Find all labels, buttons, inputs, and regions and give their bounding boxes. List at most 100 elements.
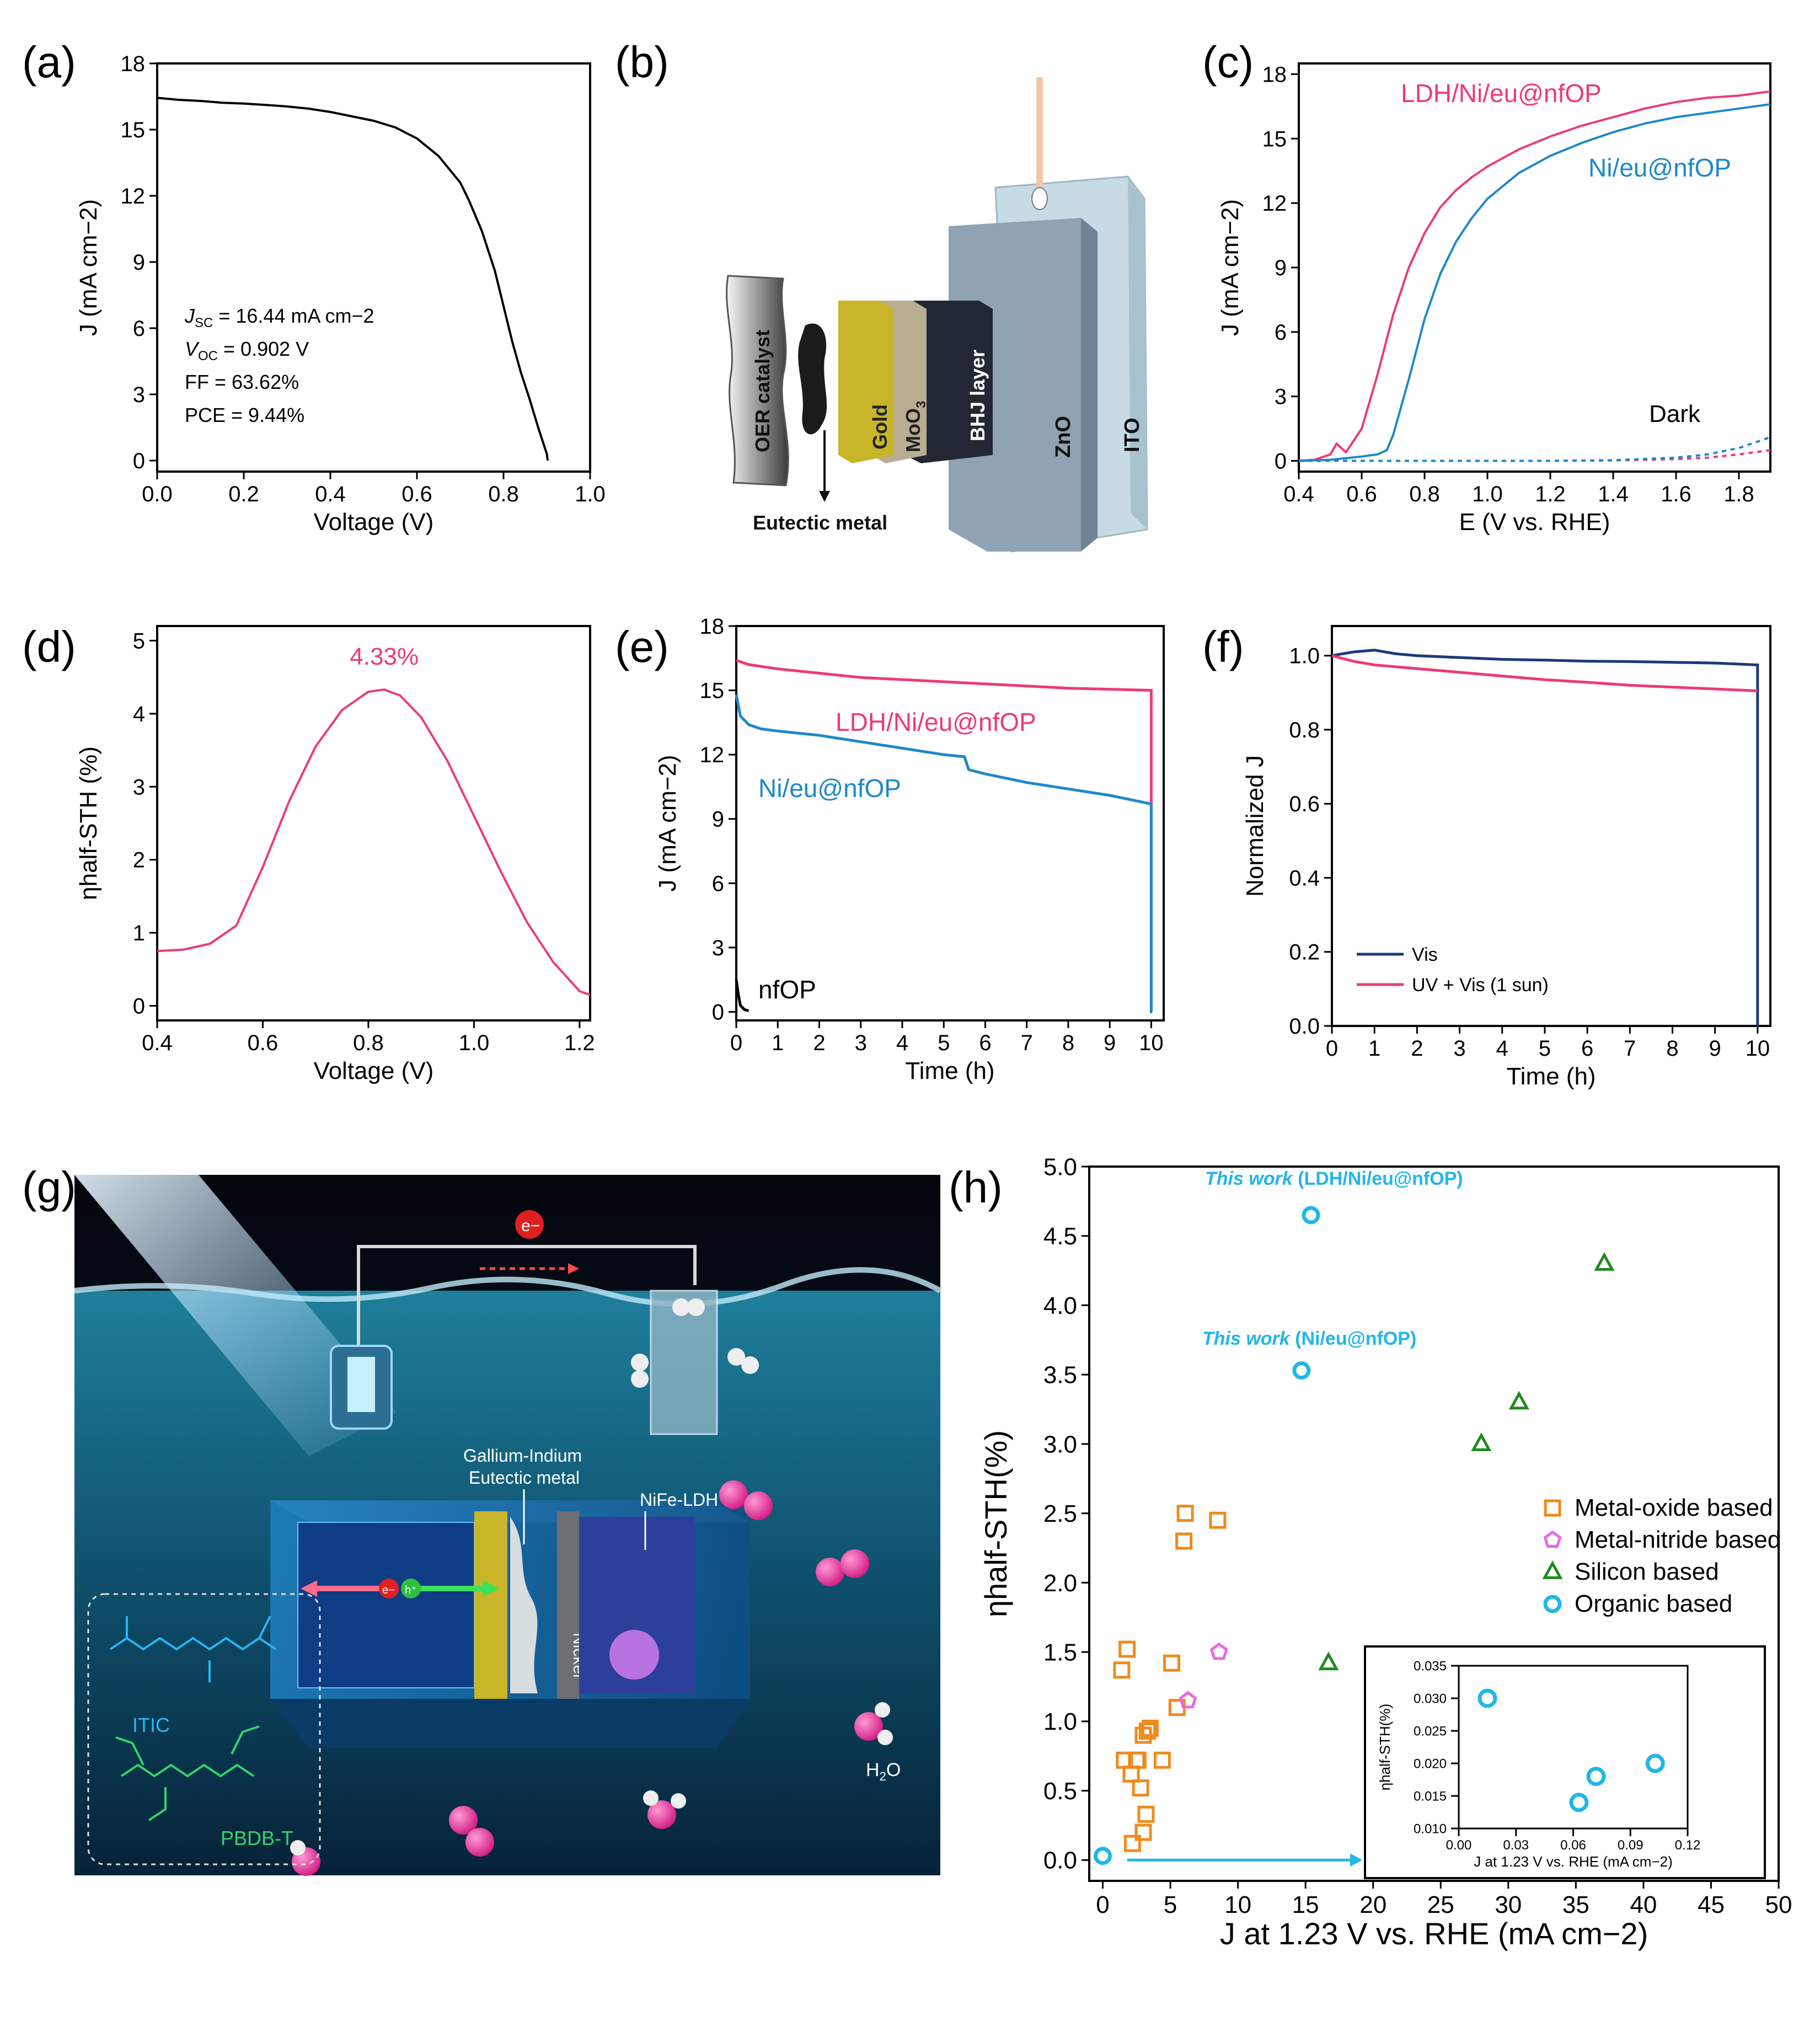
legend-label: Organic based: [1575, 1590, 1732, 1617]
panel-label-f: (f): [1202, 622, 1244, 671]
x-tick-label: 0.6: [402, 482, 432, 506]
x-tick-label: 10: [1139, 1031, 1164, 1055]
efficiency-curve: [157, 688, 591, 996]
chart-f: 0 1 2 3 4 5 6 7 8 9 10 0.0 0.2 0.4 0.6 0.8 1.0 Time (h) No…: [1241, 625, 1771, 1090]
axes-frame: [1088, 1165, 1780, 1882]
x-tick-label: 50: [1765, 1891, 1792, 1918]
x-tick-label: 0.8: [353, 1031, 384, 1055]
y-tick-label: 15: [1262, 127, 1287, 151]
y-tick-label: 0.010: [1414, 1821, 1447, 1836]
x-tick-label: 0.4: [315, 482, 346, 506]
y-tick-label: 3: [712, 936, 724, 960]
point-square: [1209, 1511, 1227, 1529]
y-tick-label: 12: [1262, 191, 1287, 216]
point-square: [1132, 1779, 1149, 1797]
point-square: [1153, 1751, 1171, 1769]
x-tick-label: 2: [813, 1031, 825, 1055]
y-tick-label: 12: [121, 184, 146, 208]
x-tick-label: 3: [1453, 1036, 1465, 1061]
y-tick-label: 0.025: [1414, 1724, 1447, 1739]
x-tick-label: 1.0: [575, 482, 606, 506]
x-tick-label: 0.6: [248, 1031, 279, 1055]
point-square: [1175, 1532, 1193, 1550]
y-tick-label: 0.015: [1414, 1789, 1447, 1804]
y-tick-label: 1.0: [1289, 644, 1320, 669]
x-tick-label: 10: [1746, 1036, 1770, 1061]
charge-arrow-right-head: [483, 1580, 499, 1597]
x-tick-label: 0.6: [1346, 482, 1377, 506]
legend-label: Metal-oxide based: [1575, 1494, 1773, 1521]
y-tick-label: 9: [133, 250, 145, 275]
h2o-molecule: [290, 1840, 320, 1876]
x-tick-label: 8: [1062, 1031, 1074, 1055]
x-tick-label: 6: [979, 1031, 991, 1055]
y-tick-label: 0: [133, 449, 145, 473]
y-tick-label: 0.035: [1414, 1659, 1447, 1673]
x-axis-label: E (V vs. RHE): [1459, 509, 1610, 536]
h2o-molecule: [854, 1702, 893, 1745]
x-tick-label: 0.8: [488, 482, 519, 506]
x-tick-label: 10: [1224, 1891, 1251, 1918]
y-tick-label: 4.0: [1043, 1292, 1077, 1319]
gallium-label-1: Gallium-Indium: [463, 1446, 582, 1466]
point-square: [1123, 1835, 1141, 1852]
y-axis-label: J (mA cm−2): [654, 755, 681, 891]
y-axis-label: J (mA cm−2): [1217, 199, 1244, 336]
y-tick-label: 2.5: [1043, 1500, 1077, 1527]
y-tick-label: 0.2: [1289, 940, 1320, 965]
bhj-label: BHJ layer: [966, 350, 989, 441]
oer-catalyst-layer: [726, 275, 789, 486]
h2-molecule: [631, 1354, 649, 1388]
chart-d: 0.4 0.6 0.8 1.0 1.2 0 1 2 3 4 5 Voltage (V) ηhalf-ST…: [75, 625, 595, 1084]
ito-label: ITO: [1121, 418, 1144, 452]
o2-molecule: [719, 1480, 773, 1520]
x-tick-label: 20: [1359, 1891, 1387, 1918]
y-tick-label: 3: [133, 775, 145, 799]
x-tick-label: 35: [1562, 1891, 1589, 1918]
label-nfop: nfOP: [758, 975, 816, 1004]
gold-layer: [838, 301, 893, 463]
y-tick-label: 0: [712, 1000, 724, 1024]
series-uv---vis----sun-: [1331, 654, 1758, 692]
inset-arrow-head: [1350, 1853, 1363, 1867]
point-square: [1138, 1722, 1156, 1740]
external-wire: [357, 1245, 697, 1346]
y-tick-label: 0.0: [1043, 1847, 1077, 1874]
x-tick-label: 25: [1427, 1891, 1454, 1918]
y-tick-label: 18: [121, 52, 146, 76]
label-ni: Ni/eu@nfOP: [1588, 153, 1731, 182]
x-tick-label: 1.4: [1598, 482, 1629, 506]
label-ni: Ni/eu@nfOP: [758, 774, 901, 803]
x-tick-label: 0.4: [142, 1031, 173, 1055]
x-tick-label: 7: [1021, 1031, 1033, 1055]
label-ldh: LDH/Ni/eu@nfOP: [1401, 79, 1602, 108]
itic-label: ITIC: [132, 1714, 170, 1736]
cell-bottom: [270, 1699, 750, 1748]
y-tick-label: 0.6: [1289, 792, 1320, 816]
y-tick-label: 15: [700, 679, 725, 703]
point-circle: [1094, 1847, 1112, 1865]
x-tick-label: 2: [1411, 1036, 1423, 1061]
water-splitting-illustration: e− Nickel Gallium-Indium Eutectic metal …: [74, 1175, 942, 1876]
y-tick-label: 6: [133, 317, 145, 341]
panel-label-a: (a): [22, 38, 76, 87]
x-tick-label: 0.8: [1409, 482, 1440, 506]
panel-label-g: (g): [22, 1163, 76, 1212]
itic-structure: [109, 1616, 277, 1682]
y-tick-label: 1.0: [1043, 1708, 1077, 1735]
x-axis-label: J at 1.23 V vs. RHE (mA cm−2): [1474, 1853, 1673, 1870]
legend-marker: [1543, 1530, 1562, 1548]
y-tick-label: 9: [712, 808, 724, 832]
x-tick-label: 1.2: [564, 1031, 595, 1055]
h2-molecule: [672, 1298, 705, 1316]
series-ni-eu-nfop: [735, 694, 1153, 1013]
annotation-ni: This work (Ni/eu@nfOP): [1202, 1328, 1416, 1349]
y-tick-label: 3: [1275, 385, 1287, 409]
y-tick-label: 0: [1275, 450, 1287, 474]
cell-gold-electrode: [474, 1511, 507, 1699]
x-tick-label: 0.4: [1283, 482, 1314, 506]
charge-arrow-left-head: [301, 1580, 317, 1597]
eutectic-metal-blob: [798, 323, 827, 435]
zno-label: ZnO: [1052, 416, 1075, 458]
point-square: [1176, 1505, 1194, 1522]
